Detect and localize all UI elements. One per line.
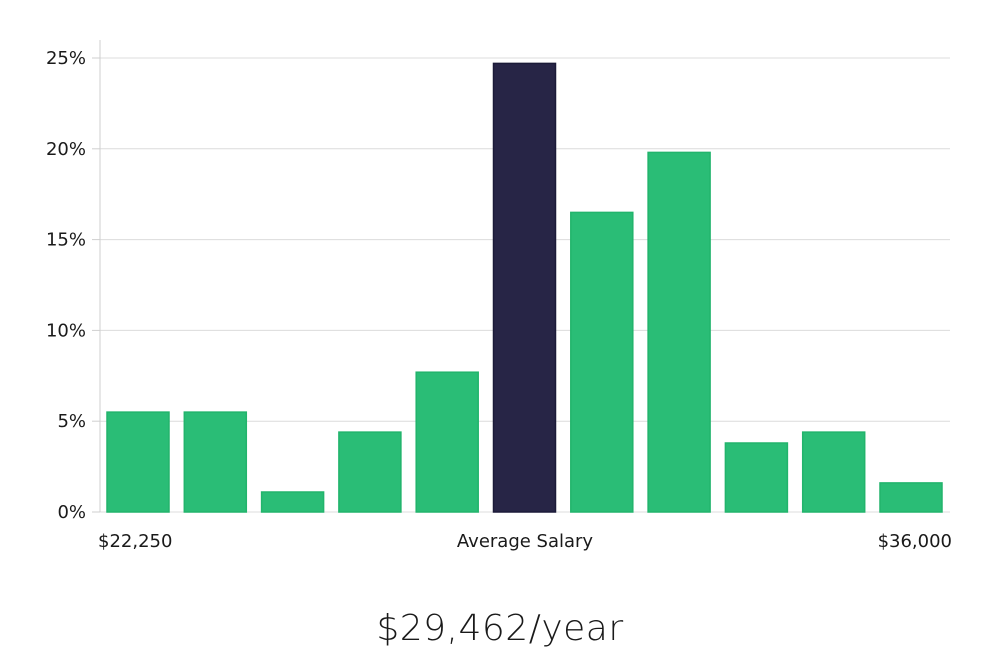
bar <box>570 211 634 513</box>
x-label-average: Average Salary <box>457 531 594 552</box>
average-salary-value: $29,462/year <box>376 608 624 649</box>
bar <box>415 371 479 513</box>
bar <box>801 431 866 513</box>
bar <box>879 482 943 513</box>
y-tick-label: 5% <box>57 411 86 432</box>
y-tick-label: 15% <box>46 230 86 251</box>
bar <box>106 411 170 513</box>
bar <box>260 491 325 513</box>
y-axis-ticks: 0% 5% 10% 15% 20% 25% <box>46 48 100 523</box>
bar <box>647 151 711 513</box>
bar <box>338 431 402 513</box>
bar <box>724 442 789 513</box>
bars <box>106 62 943 513</box>
y-tick-label: 20% <box>46 139 86 160</box>
y-tick-label: 0% <box>57 502 86 523</box>
bar-average <box>492 62 557 513</box>
x-label-max: $36,000 <box>878 531 952 552</box>
y-tick-label: 10% <box>46 320 86 341</box>
bar <box>183 411 248 513</box>
y-tick-label: 25% <box>46 48 86 69</box>
x-label-min: $22,250 <box>98 531 172 552</box>
